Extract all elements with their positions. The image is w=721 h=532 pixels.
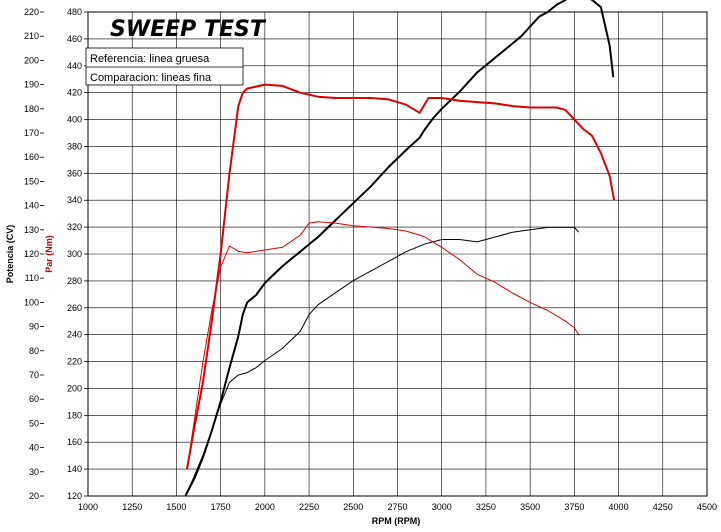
y-right-tick-label: 360 (67, 168, 82, 178)
y-left-tick-label: 140 (24, 201, 39, 211)
y-left-tick-label: 80 (29, 346, 39, 356)
x-tick-label: 2500 (343, 502, 363, 512)
y-left-tick-label: 190 (24, 80, 39, 90)
legend-entry-comparacion: Comparacion: lineas fina (90, 72, 212, 84)
x-tick-label: 4250 (653, 502, 673, 512)
y-left-tick-label: 100 (24, 297, 39, 307)
y-right-tick-label: 180 (67, 410, 82, 420)
y-left-tick-label: 110 (25, 273, 39, 283)
y-left-tick-label: 30 (29, 467, 39, 477)
x-tick-label: 3750 (564, 502, 584, 512)
y-right-tick-label: 140 (67, 464, 82, 474)
y-left-tick-label: 150 (24, 176, 39, 186)
y-left-tick-label: 120 (24, 249, 39, 259)
y-left-tick-label: 90 (29, 322, 39, 332)
x-tick-label: 1000 (78, 502, 98, 512)
x-tick-label: 2000 (255, 502, 275, 512)
legend-entry-referencia: Referencia: linea gruesa (90, 53, 210, 65)
y-left-tick-label: 50 (29, 418, 39, 428)
y-right-tick-label: 440 (67, 61, 82, 71)
y-axis-left-title: Potencia (CV) (5, 225, 15, 284)
y-left-tick-label: 60 (29, 394, 39, 404)
y-left-tick-label: 210 (24, 31, 39, 41)
y-axis-right-title: Par (Nm) (44, 235, 54, 273)
legend: Referencia: linea gruesa Comparacion: li… (86, 48, 243, 85)
y-left-tick-label: 70 (29, 370, 39, 380)
y-right-tick-label: 400 (67, 115, 82, 125)
y-left-tick-label: 20 (29, 491, 39, 501)
y-right-tick-label: 420 (67, 88, 82, 98)
y-right-tick-label: 200 (67, 383, 82, 393)
y-right-tick-label: 340 (67, 195, 82, 205)
x-tick-label: 1250 (122, 502, 142, 512)
x-tick-label: 3500 (520, 502, 540, 512)
y-left-tick-label: 200 (24, 55, 39, 65)
y-right-tick-label: 240 (67, 330, 82, 340)
y-right-tick-label: 120 (67, 491, 82, 501)
x-tick-label: 4500 (697, 502, 717, 512)
y-left-tick-label: 180 (24, 104, 39, 114)
x-tick-label: 3250 (476, 502, 496, 512)
x-tick-label: 1500 (166, 502, 186, 512)
y-right-tick-label: 460 (67, 34, 82, 44)
x-tick-label: 1750 (211, 502, 231, 512)
y-right-tick-label: 220 (67, 357, 82, 367)
y-left-tick-label: 40 (29, 443, 39, 453)
y-left-tick-label: 160 (24, 152, 39, 162)
y-right-tick-label: 280 (67, 276, 82, 286)
x-tick-label: 2750 (387, 502, 407, 512)
chart-title: SWEEP TEST (110, 17, 267, 42)
y-left-tick-label: 170 (24, 128, 39, 138)
x-axis-title: RPM (RPM) (372, 516, 421, 526)
x-tick-label: 4000 (609, 502, 629, 512)
y-right-tick-label: 320 (67, 222, 82, 232)
x-tick-label: 2250 (299, 502, 319, 512)
y-left-tick-label: 130 (24, 225, 39, 235)
y-right-tick-label: 260 (67, 303, 82, 313)
y-left-tick-label: 220 (24, 7, 39, 17)
y-right-tick-label: 380 (67, 141, 82, 151)
x-tick-label: 3000 (432, 502, 452, 512)
y-right-tick-label: 160 (67, 437, 82, 447)
y-right-tick-label: 480 (67, 7, 82, 17)
y-right-tick-label: 300 (67, 249, 82, 259)
